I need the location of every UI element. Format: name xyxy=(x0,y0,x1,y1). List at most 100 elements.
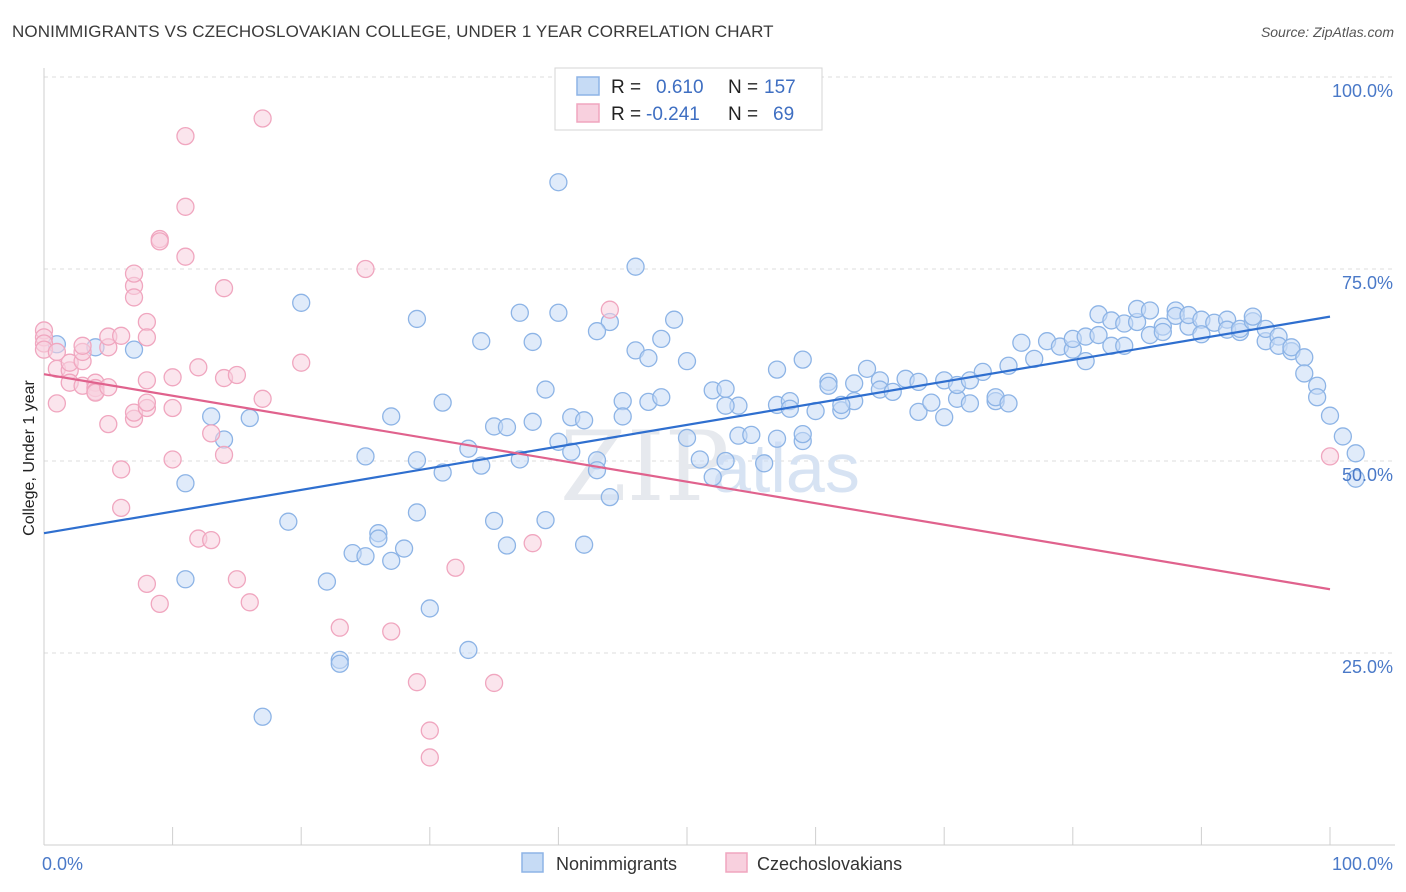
nonimmigrants-point-121 xyxy=(433,393,452,412)
nonimmigrants-point-131 xyxy=(536,510,555,530)
nonimmigrants-point-42 xyxy=(935,408,954,427)
czechoslovakians-point-30 xyxy=(137,312,157,332)
legend-r-value-2: -0.241 xyxy=(646,104,700,125)
czechoslovakians-point-44 xyxy=(176,247,195,266)
nonimmigrants-point-113 xyxy=(369,529,388,548)
nonimmigrants-point-153 xyxy=(819,376,838,395)
axes xyxy=(43,68,1395,846)
nonimmigrants-point-40 xyxy=(922,393,941,412)
nonimmigrants-point-101 xyxy=(202,407,221,426)
nonimmigrants-point-123 xyxy=(459,439,478,458)
stats-legend: R = 0.610 N = 157 R = -0.241 N = 69 xyxy=(554,67,823,131)
y-tick-label-1: 50.0% xyxy=(1342,465,1393,485)
nonimmigrants-point-8 xyxy=(626,257,645,276)
czechoslovakians-point-48 xyxy=(202,530,221,550)
nonimmigrants-point-14 xyxy=(639,348,658,368)
x-tick-label-1: 100.0% xyxy=(1332,854,1393,874)
czechoslovakians-point-28 xyxy=(124,288,144,307)
czechoslovakians-point-50 xyxy=(214,279,234,298)
x-tick-labels: 0.0% 100.0% xyxy=(42,854,1393,874)
legend-r-label-1: R = xyxy=(611,77,641,98)
czechoslovakians-point-56 xyxy=(253,389,272,408)
czechoslovakians-point-34 xyxy=(137,371,157,390)
czechoslovakians-point-53 xyxy=(227,570,247,589)
nonimmigrants-point-11 xyxy=(523,332,542,352)
czechoslovakians-point-6 xyxy=(47,394,67,413)
czechoslovakians-point-23 xyxy=(112,498,131,517)
nonimmigrants-point-96 xyxy=(1333,427,1353,446)
nonimmigrants-point-106 xyxy=(317,572,337,591)
y-tick-labels: 25.0% 50.0% 75.0% 100.0% xyxy=(1332,81,1393,677)
nonimmigrants-point-9 xyxy=(549,173,568,192)
nonimmigrants-point-68 xyxy=(1140,301,1160,320)
series-legend-swatch-2 xyxy=(725,852,748,873)
nonimmigrants-point-122 xyxy=(459,640,478,660)
nonimmigrants-point-12 xyxy=(587,322,607,341)
nonimmigrants-point-110 xyxy=(356,547,375,566)
czechoslovakians-point-37 xyxy=(150,232,169,251)
legend-n-value-2: 69 xyxy=(773,104,794,125)
legend-n-label-1: N = xyxy=(728,77,758,98)
nonimmigrants-point-6 xyxy=(549,303,568,322)
nonimmigrants-point-130 xyxy=(523,412,542,431)
nonimmigrants-point-50 xyxy=(999,394,1018,413)
czechoslovakians-point-41 xyxy=(163,398,182,418)
legend-swatch-czechoslovakians xyxy=(576,103,600,123)
czechoslovakians-point-49 xyxy=(214,445,234,465)
nonimmigrants-point-141 xyxy=(677,428,697,448)
nonimmigrants-point-97 xyxy=(1346,444,1365,463)
series-legend-swatch-1 xyxy=(521,852,544,873)
nonimmigrants-point-118 xyxy=(407,451,427,470)
czechoslovakians-point-52 xyxy=(227,365,247,385)
czechoslovakians-point-33 xyxy=(137,328,157,347)
nonimmigrants-point-90 xyxy=(1282,338,1301,357)
nonimmigrants-point-92 xyxy=(1295,364,1314,383)
nonimmigrants-point-4 xyxy=(407,309,427,329)
czechoslovakians-point-55 xyxy=(253,109,272,128)
nonimmigrants-point-119 xyxy=(420,599,439,618)
czechoslovakians-point-35 xyxy=(137,574,157,594)
series-legend: Nonimmigrants Czechoslovakians xyxy=(521,852,902,874)
y-tick-label-3: 100.0% xyxy=(1332,81,1393,101)
y-axis-label: College, Under 1 year xyxy=(21,380,38,536)
nonimmigrants-point-127 xyxy=(497,536,517,555)
nonimmigrants-point-28 xyxy=(767,360,787,379)
nonimmigrants-point-105 xyxy=(279,512,298,531)
legend-n-label-2: N = xyxy=(728,104,758,125)
nonimmigrants-point-23 xyxy=(716,379,735,398)
nonimmigrants-point-84 xyxy=(1243,307,1262,326)
nonimmigrants-point-38 xyxy=(909,402,928,421)
nonimmigrants-point-125 xyxy=(484,511,504,531)
nonimmigrants-point-47 xyxy=(973,362,992,382)
legend-r-value-1: 0.610 xyxy=(656,77,704,98)
nonimmigrants-point-135 xyxy=(574,411,594,430)
nonimmigrants-point-115 xyxy=(382,407,401,426)
czechoslovakians-point-63 xyxy=(420,748,439,767)
nonimmigrants-point-98 xyxy=(1346,469,1365,488)
nonimmigrants-point-142 xyxy=(690,450,710,469)
nonimmigrants-point-140 xyxy=(613,407,632,426)
nonimmigrants-point-116 xyxy=(394,539,414,558)
nonimmigrants-point-143 xyxy=(703,467,722,487)
czechoslovakians-point-58 xyxy=(330,618,349,637)
czechoslovakians-point-24 xyxy=(112,326,131,345)
nonimmigrants-point-52 xyxy=(1012,333,1031,352)
nonimmigrants-point-33 xyxy=(857,359,877,378)
chart-source: Source: ZipAtlas.com xyxy=(1260,24,1394,40)
chart-title: NONIMMIGRANTS VS CZECHOSLOVAKIAN COLLEGE… xyxy=(12,22,774,41)
czechoslovakians-point-57 xyxy=(292,353,311,372)
czechoslovakians-point-60 xyxy=(382,622,401,641)
czechoslovakians-point-42 xyxy=(176,126,195,146)
nonimmigrants-point-100 xyxy=(176,570,195,589)
nonimmigrants-trend-line xyxy=(43,315,1331,535)
series-legend-label-1: Nonimmigrants xyxy=(556,854,677,874)
nonimmigrants-point-15 xyxy=(652,329,671,349)
nonimmigrants-point-19 xyxy=(613,391,632,411)
nonimmigrants-point-94 xyxy=(1307,388,1327,407)
x-tick-label-0: 0.0% xyxy=(42,854,83,874)
nonimmigrants-point-99 xyxy=(176,474,195,493)
czechoslovakians-point-13 xyxy=(73,336,92,355)
nonimmigrants-point-10 xyxy=(472,332,491,351)
czechoslovakians-point-54 xyxy=(240,593,259,612)
nonimmigrants-point-120 xyxy=(433,463,452,482)
